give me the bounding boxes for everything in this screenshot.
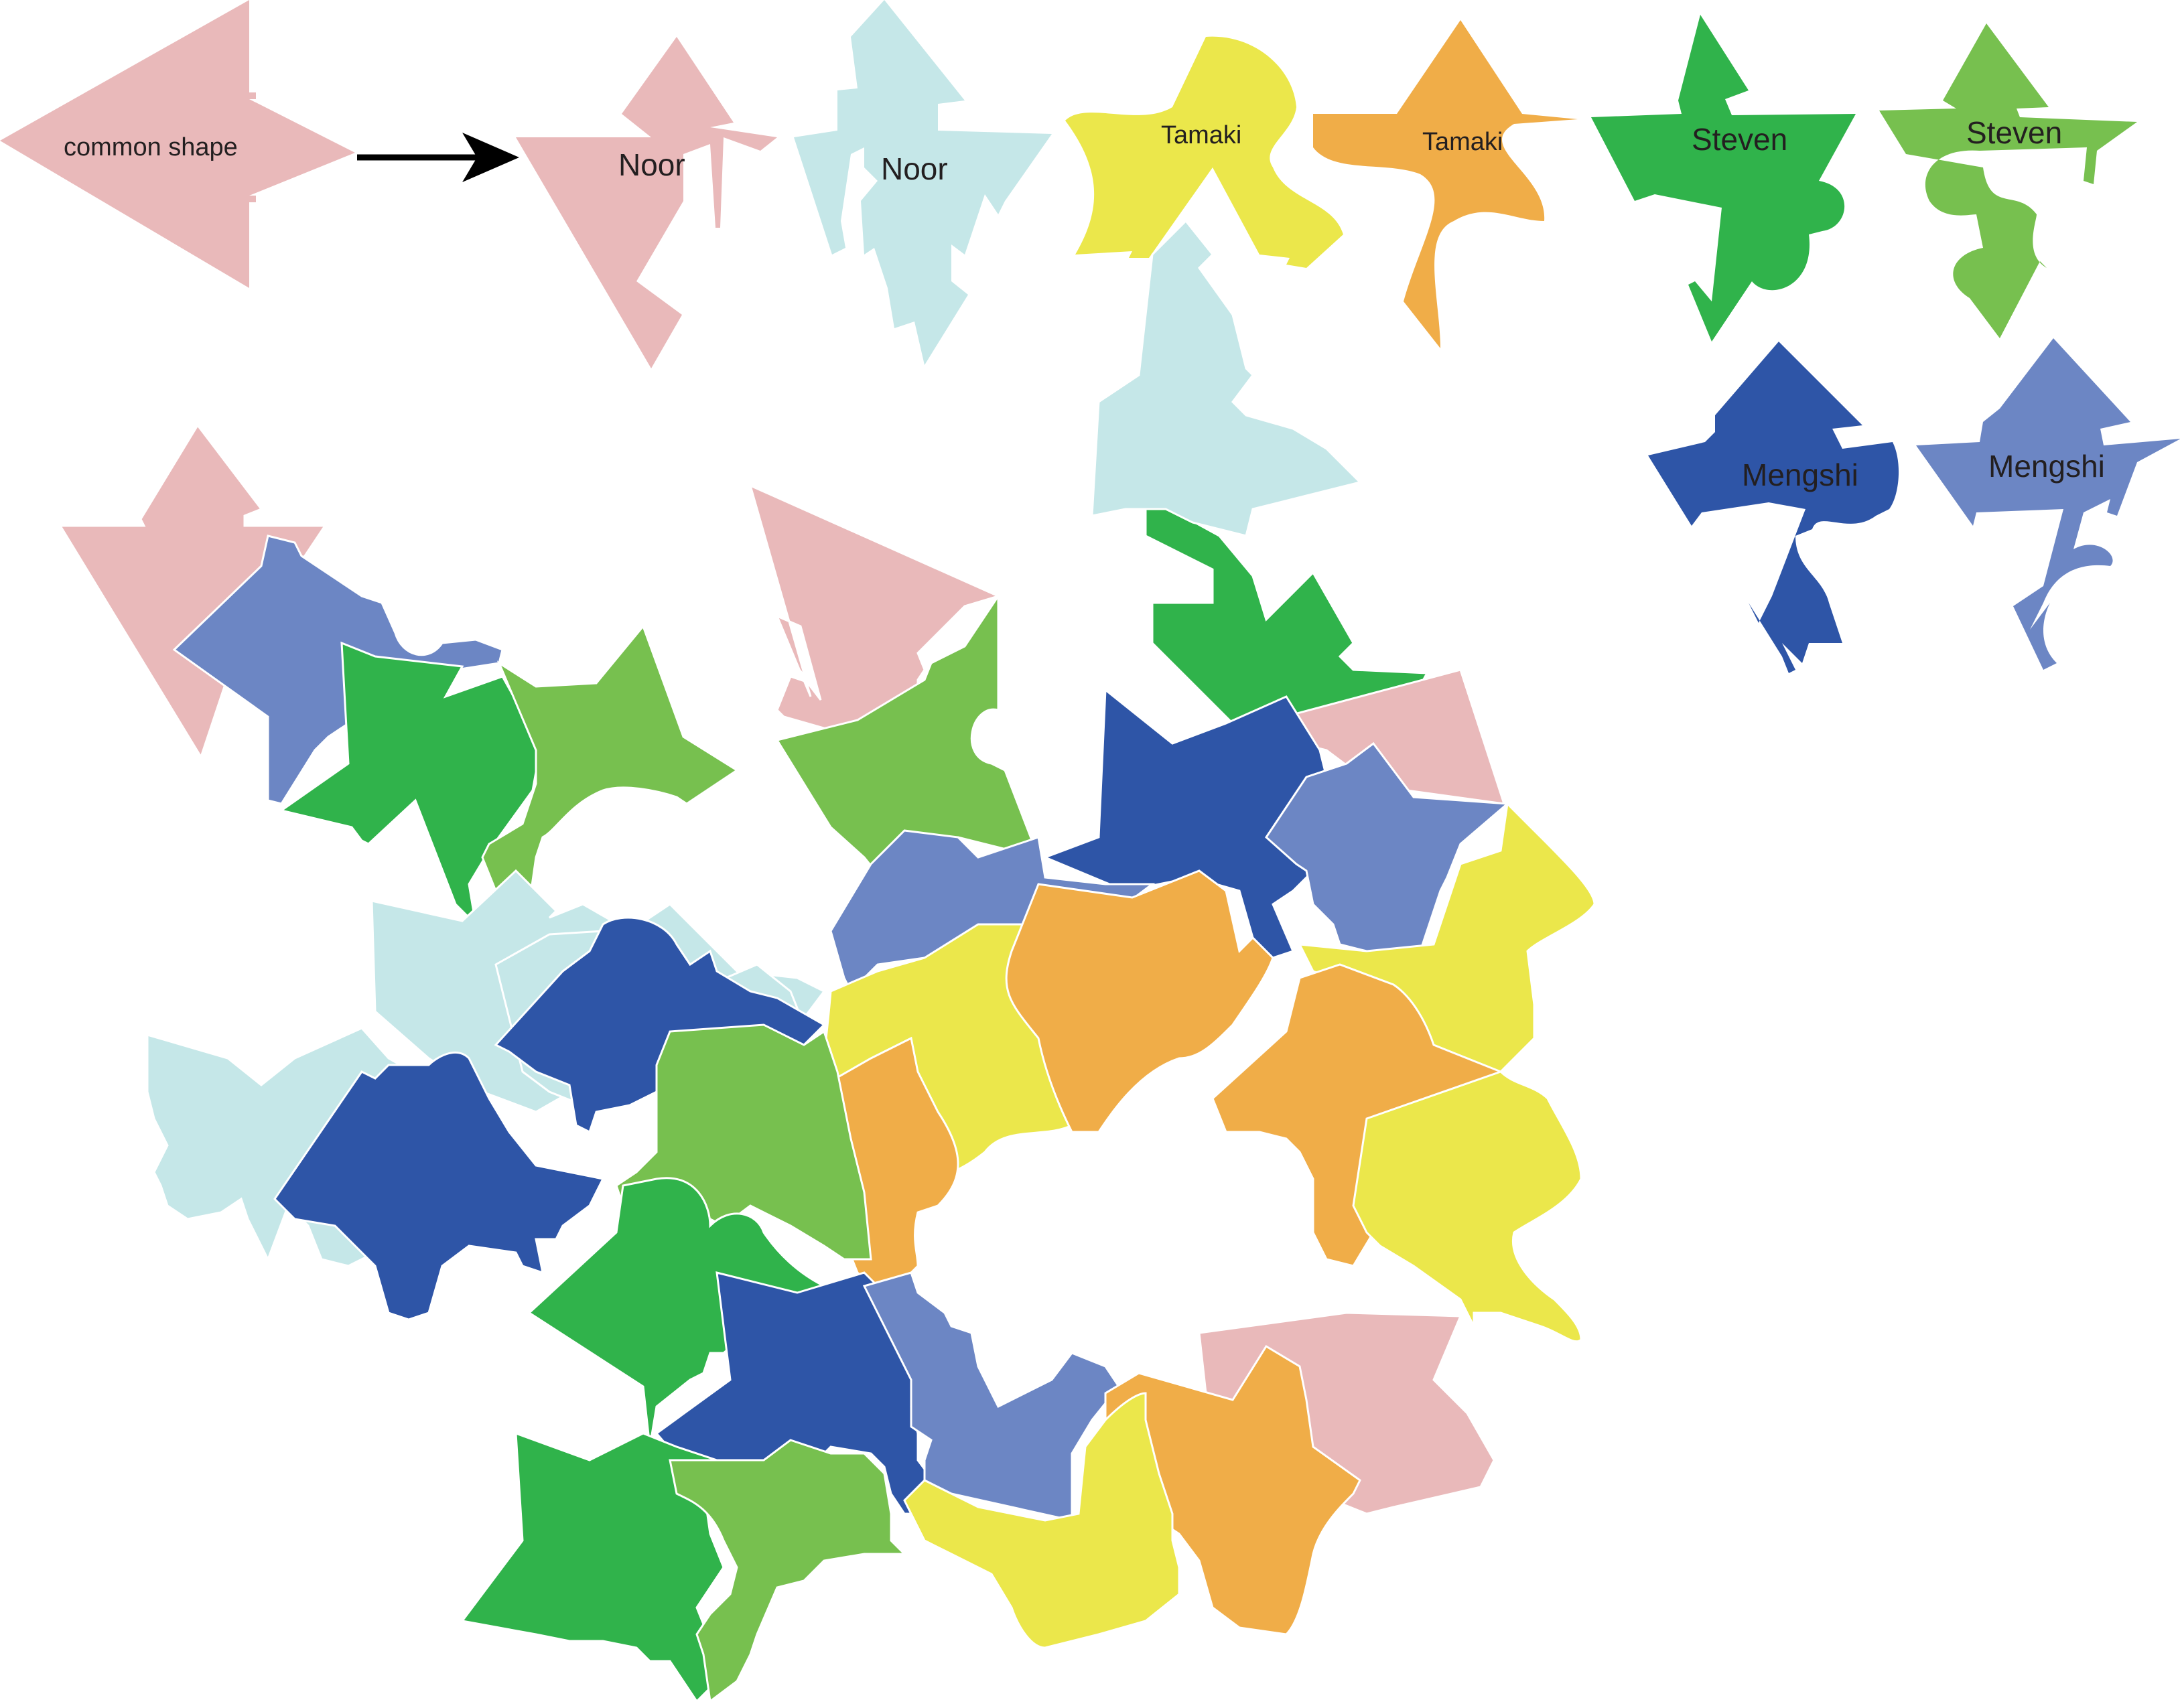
tile-arrow <box>279 641 541 928</box>
legend-label: Noor <box>881 151 948 186</box>
legend: common shape Noor Noor Tamaki Tamaki <box>0 0 2180 673</box>
tile-arrow <box>1091 219 1362 537</box>
steven-shape-icon <box>1879 23 2137 338</box>
steven-shape-icon <box>1591 15 1856 342</box>
tile-arrow <box>172 535 504 805</box>
mengshi-shape-icon <box>1916 338 2180 670</box>
common-shape-arrow-icon <box>0 0 355 288</box>
legend-label: common shape <box>64 133 238 161</box>
noor-shape-icon <box>516 37 777 368</box>
legend-noor-light-blue: Noor <box>794 0 1052 365</box>
legend-tamaki-orange: Tamaki <box>1313 20 1578 348</box>
tessellation <box>58 219 1596 1703</box>
legend-label: Steven <box>1692 122 1787 157</box>
tile-arrow <box>748 484 1002 731</box>
legend-steven-lime: Steven <box>1879 23 2137 338</box>
tile-arrow <box>862 1271 1120 1522</box>
legend-label: Noor <box>618 147 685 182</box>
tile-blob <box>1352 1070 1582 1343</box>
legend-common-shape: common shape <box>0 0 355 288</box>
legend-label: Tamaki <box>1422 128 1503 156</box>
noor-shape-icon <box>794 0 1052 365</box>
legend-label: Steven <box>1966 115 2062 150</box>
tile-arrow <box>669 1439 907 1703</box>
tile-arrow <box>494 916 826 1134</box>
tamaki-shape-icon <box>1313 20 1578 348</box>
tile-arrow <box>1265 741 1510 952</box>
legend-label: Mengshi <box>1742 457 1858 492</box>
tile-blob <box>903 1392 1180 1649</box>
legend-tamaki-yellow: Tamaki <box>1065 36 1343 268</box>
legend-label: Mengshi <box>1988 449 2105 484</box>
legend-mengshi-periwinkle: Mengshi <box>1916 338 2180 670</box>
tile-arrow <box>460 1431 725 1703</box>
mengshi-shape-icon <box>1648 342 1899 673</box>
tile-blob <box>1104 1344 1361 1636</box>
tile-arrow <box>273 1051 605 1321</box>
legend-mengshi-navy: Mengshi <box>1648 342 1899 673</box>
tile-blob <box>1005 869 1274 1133</box>
tile-blob <box>1298 801 1596 1080</box>
legend-noor-pink: Noor <box>516 37 777 368</box>
legend-label: Tamaki <box>1161 121 1241 149</box>
transform-arrow-icon <box>357 133 519 182</box>
tamaki-shape-icon <box>1065 36 1343 268</box>
legend-steven-green: Steven <box>1591 15 1856 342</box>
